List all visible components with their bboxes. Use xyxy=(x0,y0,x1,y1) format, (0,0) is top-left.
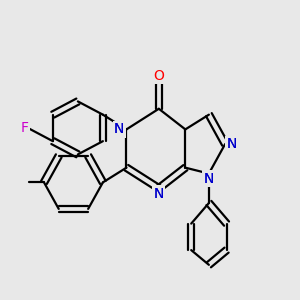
Text: N: N xyxy=(114,122,124,136)
Text: N: N xyxy=(226,137,237,151)
Text: O: O xyxy=(153,69,164,83)
Text: N: N xyxy=(154,187,164,201)
Text: N: N xyxy=(204,172,214,186)
Text: N: N xyxy=(226,137,237,151)
Text: N: N xyxy=(226,137,237,151)
Text: N: N xyxy=(114,122,124,136)
Text: N: N xyxy=(114,122,124,136)
Text: N: N xyxy=(204,172,214,186)
Text: N: N xyxy=(154,187,164,201)
Text: F: F xyxy=(20,121,28,135)
Text: N: N xyxy=(154,187,164,201)
Text: N: N xyxy=(204,172,214,186)
